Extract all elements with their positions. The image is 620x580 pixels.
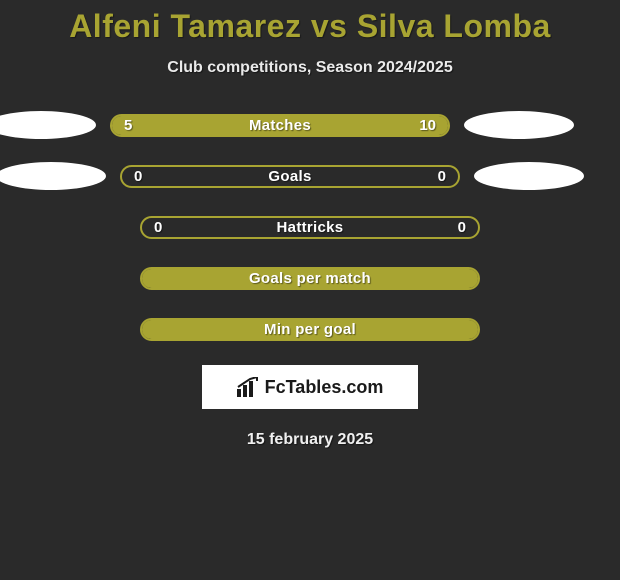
- ellipse-placeholder-right: [494, 315, 604, 343]
- stat-value-right: 0: [438, 167, 446, 186]
- stat-row-min-per-goal: Min per goal: [0, 315, 620, 343]
- stat-label: Hattricks: [142, 218, 478, 237]
- ellipse-placeholder-left: [16, 264, 126, 292]
- date-label: 15 february 2025: [247, 431, 373, 449]
- player-right-ellipse: [464, 111, 574, 139]
- player-left-ellipse: [0, 111, 96, 139]
- stat-bar-goals: 0 Goals 0: [120, 165, 460, 188]
- stat-bar-hattricks: 0 Hattricks 0: [140, 216, 480, 239]
- chart-icon: [237, 377, 261, 397]
- logo-box: FcTables.com: [202, 365, 418, 409]
- ellipse-placeholder-right: [494, 213, 604, 241]
- stat-row-goals: 0 Goals 0: [0, 162, 620, 190]
- stat-label: Min per goal: [142, 320, 478, 339]
- stat-bar-min-per-goal: Min per goal: [140, 318, 480, 341]
- stat-bar-goals-per-match: Goals per match: [140, 267, 480, 290]
- stat-label: Goals: [122, 167, 458, 186]
- stat-label: Goals per match: [142, 269, 478, 288]
- ellipse-placeholder-left: [16, 315, 126, 343]
- stat-row-hattricks: 0 Hattricks 0: [0, 213, 620, 241]
- stat-value-right: 10: [419, 116, 436, 135]
- stat-row-matches: 5 Matches 10: [0, 111, 620, 139]
- stat-label: Matches: [112, 116, 448, 135]
- stat-bar-matches: 5 Matches 10: [110, 114, 450, 137]
- page-title: Alfeni Tamarez vs Silva Lomba: [69, 8, 551, 45]
- player-right-ellipse: [474, 162, 584, 190]
- ellipse-placeholder-right: [494, 264, 604, 292]
- ellipse-placeholder-left: [16, 213, 126, 241]
- stat-value-right: 0: [458, 218, 466, 237]
- stat-row-goals-per-match: Goals per match: [0, 264, 620, 292]
- subtitle: Club competitions, Season 2024/2025: [167, 59, 452, 77]
- stats-block: 5 Matches 10 0 Goals 0 0: [0, 111, 620, 343]
- player-left-ellipse: [0, 162, 106, 190]
- infographic-container: Alfeni Tamarez vs Silva Lomba Club compe…: [0, 0, 620, 449]
- logo-text: FcTables.com: [265, 377, 384, 398]
